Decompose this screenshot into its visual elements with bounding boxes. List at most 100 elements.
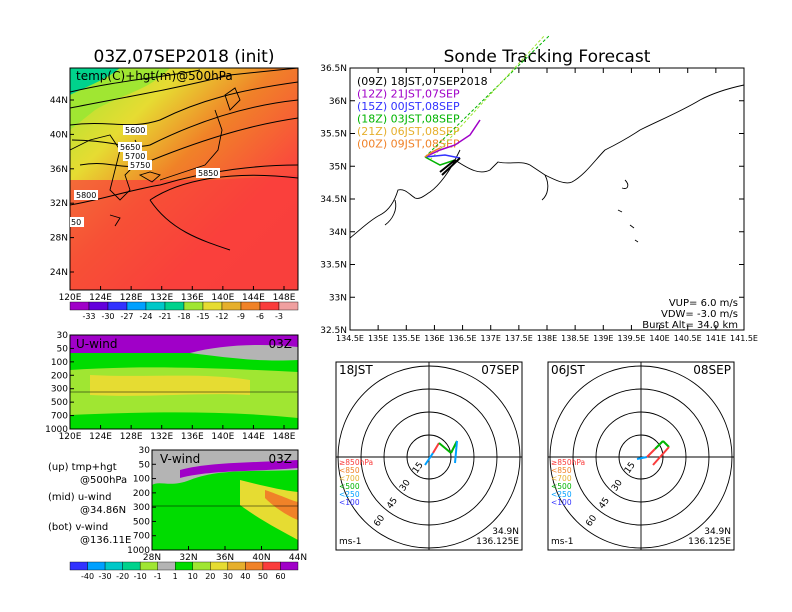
track-legend-entry: (09Z) 18JST,07SEP2018 — [357, 75, 488, 88]
hodograph-level-legend: <250 — [339, 490, 360, 499]
u-wind-x-label: 136E — [181, 432, 204, 442]
track-map-coastline — [349, 84, 745, 243]
v-wind-y-label: 30 — [139, 446, 151, 456]
colorbar-label: -21 — [158, 312, 171, 321]
wind-colorbar-swatch — [87, 561, 106, 571]
v-wind-x-label: 44N — [289, 553, 307, 563]
wind-colorbar-label: -10 — [134, 572, 147, 581]
contour-label: 5750 — [130, 161, 150, 170]
u-wind-label: U-wind — [76, 337, 117, 351]
hodograph-lat: 34.9N — [704, 527, 731, 537]
hodograph-level-legend: <700 — [551, 474, 572, 483]
v-wind-x-ticks: 28N 32N 36N 40N 44N — [143, 546, 307, 563]
track-legend-entry: (12Z) 21JST,07SEP — [357, 88, 460, 101]
wind-colorbar-swatch — [175, 561, 193, 571]
u-wind-x-label: 120E — [59, 432, 82, 442]
hodograph-date: 07SEP — [481, 363, 519, 377]
track-legend-entry: (15Z) 00JST,08SEP — [357, 100, 460, 113]
hodograph-level-legend: <500 — [551, 482, 572, 491]
left-map-y-label: 36N — [50, 165, 68, 175]
colorbar-swatch — [69, 301, 90, 311]
track-map-y-label: 33N — [329, 293, 347, 303]
track-map-y-label: 33.5N — [320, 261, 347, 271]
hodograph-lat: 34.9N — [492, 527, 519, 537]
v-wind-core — [240, 480, 298, 540]
hodograph-level-legend: <850 — [551, 466, 572, 475]
wind-colorbar-label: 60 — [275, 572, 285, 581]
colorbar-swatch — [278, 301, 299, 311]
hodograph-unit: ms-1 — [339, 537, 361, 547]
u-wind-x-label: 128E — [120, 432, 143, 442]
wind-colorbar-swatch — [245, 561, 264, 571]
v-wind-x-label: 32N — [179, 553, 197, 563]
contour-label: 50 — [71, 218, 81, 227]
track-map-x-label: 140E — [649, 334, 669, 343]
note-bot-lon: @136.11E — [80, 535, 131, 546]
track-vdw: VDW= -3.0 m/s — [661, 309, 738, 320]
left-map-plot — [70, 68, 298, 290]
v-wind-max — [265, 490, 298, 520]
colorbar-swatch — [164, 301, 185, 311]
left-map-field-label: temp(C)+hgt(m)@500hPa — [76, 69, 233, 83]
left-map-x-label: 136E — [181, 293, 204, 303]
left-map-y-label: 40N — [50, 130, 68, 140]
left-map-y-label: 32N — [50, 199, 68, 209]
u-wind-x-label: 140E — [211, 432, 234, 442]
u-wind-y-label: 1000 — [45, 425, 68, 435]
note-bot: (bot) v-wind — [48, 522, 108, 533]
temperature-colorbar: -33 -30 -27 -24 -21 -18 -15 -12 -9 -6 -3 — [69, 301, 299, 321]
u-wind-calm — [190, 345, 298, 361]
left-map-x-label: 140E — [211, 293, 234, 303]
v-wind-y-label: 1000 — [127, 546, 150, 556]
track-map-x-label: 135.5E — [392, 334, 420, 343]
u-wind-time: 03Z — [269, 337, 293, 351]
v-wind-y-label: 200 — [133, 489, 150, 499]
colorbar-label: -30 — [101, 312, 114, 321]
left-map-x-label: 144E — [242, 293, 265, 303]
u-wind-x-label: 124E — [89, 432, 112, 442]
left-map-y-label: 44N — [50, 96, 68, 106]
colorbar-label: -24 — [139, 312, 152, 321]
track-map-x-label: 139E — [593, 334, 613, 343]
track-map-x-label: 141E — [706, 334, 726, 343]
track-map-x-label: 136E — [424, 334, 444, 343]
left-map-x-label: 132E — [150, 293, 173, 303]
track-map-x-label: 140.5E — [674, 334, 702, 343]
v-wind-y-label: 50 — [139, 460, 151, 470]
track-map-x-label: 137E — [481, 334, 501, 343]
track-map-x-label: 135E — [368, 334, 388, 343]
cold-region — [70, 68, 120, 95]
hodograph-lon: 136.125E — [688, 537, 731, 547]
warm-region — [70, 175, 298, 290]
hodograph-time: 06JST — [551, 363, 585, 377]
v-wind-negative — [180, 460, 298, 478]
track-map-y-label: 32.5N — [320, 326, 347, 336]
cool-region — [70, 68, 170, 130]
hodograph-trace-segment — [636, 456, 648, 460]
colorbar-swatch — [145, 301, 166, 311]
wind-colorbar-swatch — [139, 561, 158, 571]
hodograph-level-legend: ≥850hPa — [339, 458, 373, 467]
wind-colorbar-label: 10 — [188, 572, 198, 581]
u-wind-y-label: 50 — [57, 344, 69, 354]
v-wind-y-ticks: 30 50 100 200 300 500 700 1000 — [127, 446, 156, 556]
wind-colorbar-label: -30 — [99, 572, 112, 581]
left-map-x-label: 124E — [89, 293, 112, 303]
wind-colorbar-swatch — [104, 561, 123, 571]
track-map-y-ticks: 36.5N 36N 35.5N 35N 34.5N 34N 33.5N 33N 32.5N — [320, 64, 744, 336]
track-map-y-label: 36N — [329, 97, 347, 107]
u-wind-y-label: 300 — [51, 385, 68, 395]
track-map-x-label: 136.5E — [449, 334, 477, 343]
hodograph-trace-segment — [652, 446, 670, 466]
colorbar-label: -27 — [120, 312, 133, 321]
track-09z — [439, 157, 461, 176]
hodograph-time: 18JST — [339, 363, 373, 377]
v-wind-y-label: 500 — [133, 517, 150, 527]
note-mid: (mid) u-wind — [48, 492, 111, 503]
hodograph-date: 08SEP — [693, 363, 731, 377]
track-legend-entry: (00Z) 09JST,08SEP — [357, 138, 460, 151]
track-map-x-label: 141.5E — [730, 334, 758, 343]
